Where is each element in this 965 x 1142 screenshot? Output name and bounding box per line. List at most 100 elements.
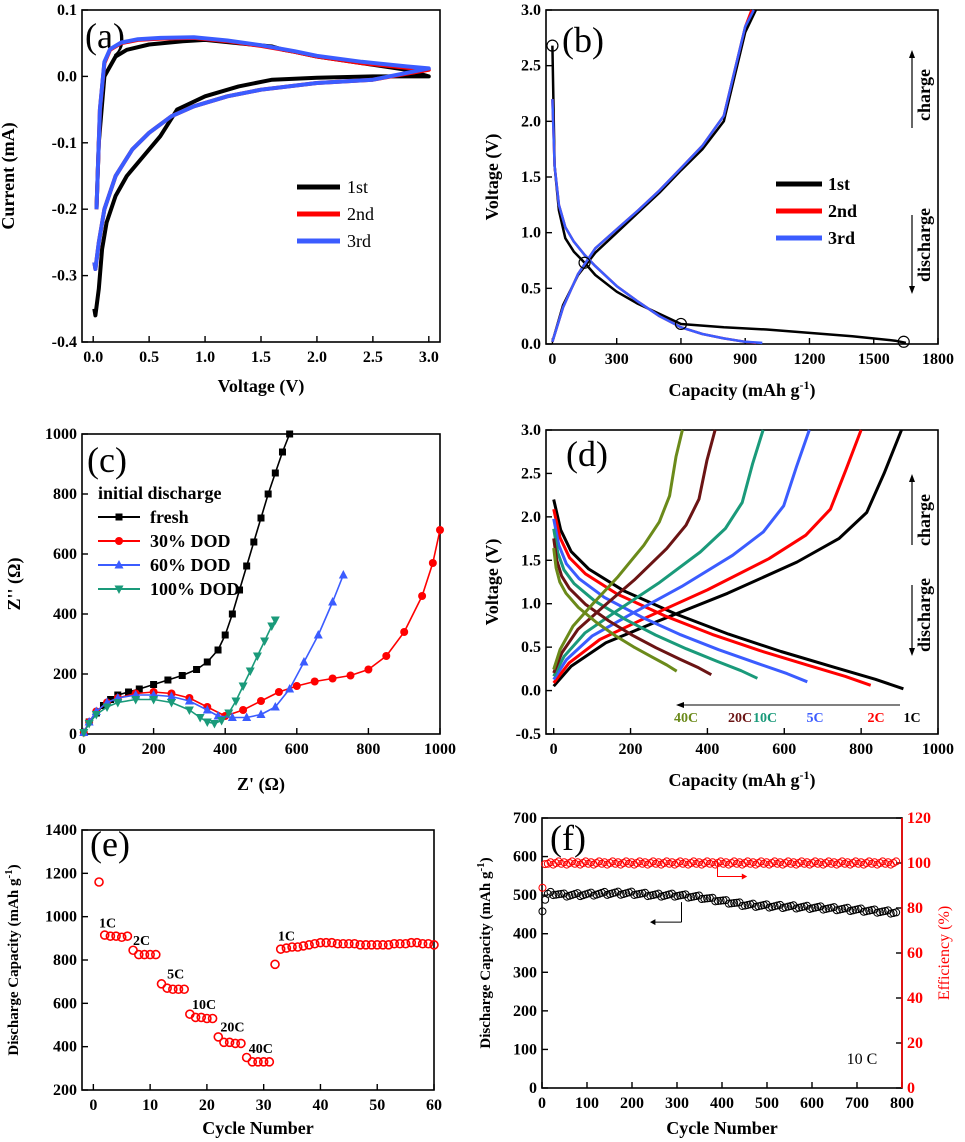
data-point <box>164 676 172 684</box>
data-point <box>178 672 186 679</box>
data-point <box>436 526 444 534</box>
efficiency-point <box>568 857 577 866</box>
y-tick-label: 400 <box>53 606 77 623</box>
y-axis-label: Voltage (V) <box>482 134 503 221</box>
charge-curve-40C <box>552 429 684 670</box>
x-axis-label-end: ) <box>810 770 816 791</box>
legend-label: 2nd <box>828 201 857 221</box>
efficiency-point <box>857 858 866 867</box>
efficiency-point <box>614 858 623 867</box>
y-axis-label: Voltage (V) <box>482 539 503 626</box>
data-point <box>242 712 252 721</box>
legend-label: 30% DOD <box>150 531 231 551</box>
capacity-point <box>630 890 639 899</box>
data-point <box>221 631 229 639</box>
x-tick-label: 800 <box>356 741 380 758</box>
data-point <box>349 938 360 949</box>
y-tick-label: 800 <box>53 486 77 503</box>
data-point <box>250 538 258 546</box>
rate-annotation: 20C <box>220 1021 244 1036</box>
x-tick-label: 1000 <box>922 741 954 758</box>
discharge-arrow-head <box>909 648 915 656</box>
series-line-3rd <box>92 35 431 271</box>
legend-label: 100% DOD <box>150 579 240 599</box>
efficiency-point <box>735 858 744 867</box>
y-tick-label: 0.5 <box>521 280 541 297</box>
efficiency-point <box>541 860 550 869</box>
capacity-point <box>549 891 558 900</box>
x-tick-label: 500 <box>755 1095 779 1112</box>
y-tick-label: 600 <box>53 995 77 1012</box>
data-point <box>228 610 236 618</box>
efficiency-point <box>622 857 631 866</box>
right-tick-label: 0 <box>907 1080 915 1097</box>
y-axis-label: Z'' (Ω) <box>4 558 25 611</box>
x-axis-label-sup: -1 <box>800 768 810 782</box>
data-point <box>417 938 428 949</box>
data-point <box>285 684 295 693</box>
efficiency-point <box>749 858 758 867</box>
legend-label: fresh <box>150 507 189 527</box>
series-line-1st <box>92 37 431 318</box>
data-point <box>139 949 150 960</box>
y-axis-label-end: ) <box>6 864 22 869</box>
data-point <box>173 984 184 995</box>
data-point <box>151 949 161 960</box>
efficiency-point <box>554 857 563 866</box>
data-point <box>298 941 309 951</box>
data-point <box>135 685 143 693</box>
capacity-point <box>646 891 655 900</box>
y-tick-label: 100 <box>513 1041 537 1058</box>
x-tick-label: 200 <box>142 741 166 758</box>
y-tick-label: 0.5 <box>521 639 541 656</box>
efficiency-point <box>608 857 617 866</box>
x-tick-label: 2.5 <box>363 349 383 366</box>
x-tick-label: 0 <box>78 741 86 758</box>
x-tick-label: 900 <box>733 351 757 368</box>
charge-arrow-head <box>909 50 915 58</box>
efficiency-point <box>695 858 704 867</box>
efficiency-point <box>770 857 779 866</box>
efficiency-point <box>654 858 663 867</box>
panel-b: 0 300 600 900 1200 1500 1800 0.0 0.5 1.0 1.5 2.0 2.5… <box>482 2 954 401</box>
y-tick-label: 400 <box>53 1039 77 1056</box>
efficiency-point <box>843 858 852 867</box>
panel-label: (a) <box>85 16 125 56</box>
y-tick-label: 0.0 <box>521 683 541 700</box>
data-point <box>145 949 155 960</box>
data-point <box>113 699 123 708</box>
data-point <box>79 729 89 738</box>
efficiency-point <box>681 858 690 867</box>
charge-curve-2C <box>552 429 863 684</box>
efficiency-point <box>892 857 901 866</box>
data-point <box>278 448 286 456</box>
data-point <box>364 665 373 674</box>
efficiency-point <box>581 857 590 866</box>
right-tick-label: 40 <box>907 990 923 1007</box>
capacity-point <box>684 893 693 902</box>
data-point <box>217 717 227 726</box>
x-axis-label: Capacity (mAh g-1) <box>669 378 816 401</box>
data-point <box>131 696 141 705</box>
efficiency-point <box>595 857 604 866</box>
capacity-point <box>676 891 685 900</box>
efficiency-point <box>811 857 820 866</box>
data-point <box>125 688 133 696</box>
panel-label: (e) <box>90 824 130 864</box>
data-point <box>400 628 409 636</box>
data-point <box>150 681 158 688</box>
data-point <box>327 937 337 948</box>
charge-label: charge <box>914 69 934 121</box>
capacity-point <box>703 894 712 903</box>
data-point <box>338 570 348 579</box>
efficiency-point <box>730 857 739 866</box>
rate-label: 20C <box>728 711 752 726</box>
data-point <box>429 940 439 950</box>
rate-annotation: 10 C <box>847 1051 878 1068</box>
efficiency-point <box>816 858 825 867</box>
plot-frame <box>81 433 441 735</box>
data-point <box>209 720 219 729</box>
panel-label: (c) <box>87 440 127 480</box>
data-point <box>214 646 222 654</box>
x-tick-label: 200 <box>620 1095 644 1112</box>
